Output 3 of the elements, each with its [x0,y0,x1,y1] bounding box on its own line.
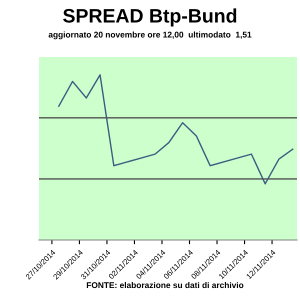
chart-title: SPREAD Btp-Bund [63,8,236,27]
source-note: FONTE: elaborazione su dati di archivio [86,282,244,288]
chart-subtitle: aggiornato 20 novembre ore 12,00 ultimodato 1,51 [48,31,252,40]
